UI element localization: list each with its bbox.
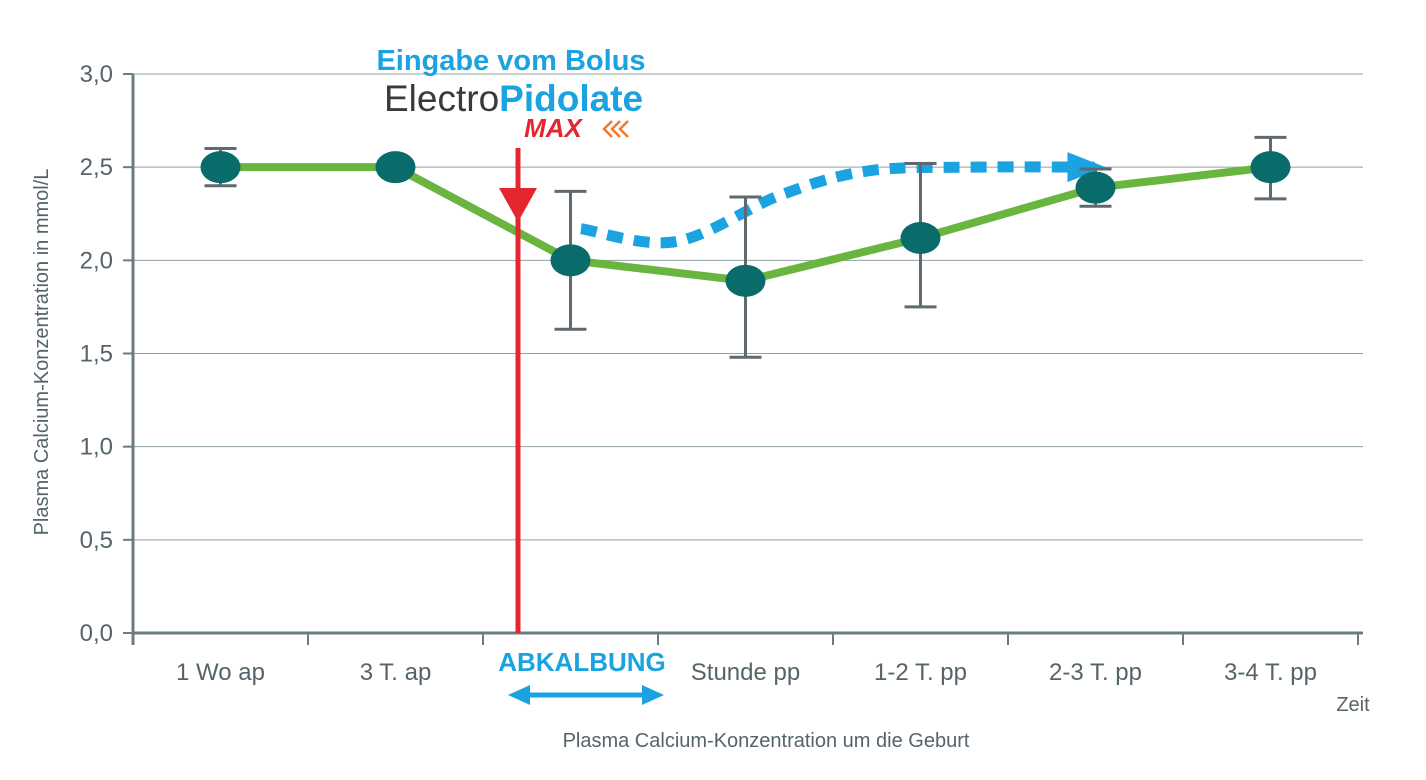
- data-point: [200, 151, 241, 184]
- data-point: [550, 244, 591, 277]
- y-tick-label: 1,5: [80, 341, 113, 368]
- data-point: [1250, 151, 1291, 184]
- x-tick-label: Stunde pp: [691, 659, 800, 686]
- bolus-title: Eingabe vom Bolus: [376, 45, 645, 77]
- data-point: [725, 264, 766, 297]
- svg-text:ElectroPidolate: ElectroPidolate: [384, 78, 643, 119]
- projection-arrowhead: [1067, 152, 1106, 183]
- y-tick-label: 0,5: [80, 527, 113, 554]
- y-tick-label: 1,0: [80, 434, 113, 461]
- grid-lines: [133, 73, 1363, 541]
- birth-double-arrow-icon: [508, 685, 664, 705]
- brand-logo: ElectroPidolate MAX: [384, 78, 643, 143]
- projection-dotted-line: [580, 161, 1096, 249]
- x-tick-label: 3-4 T. pp: [1224, 659, 1317, 686]
- y-tick-label: 2,0: [80, 247, 113, 274]
- x-tick-label: 3 T. ap: [360, 659, 432, 686]
- bolus-marker: [499, 148, 537, 633]
- data-point: [900, 221, 941, 254]
- brand-part1: Electro: [384, 78, 499, 119]
- brand-chevrons-icon: [602, 120, 629, 138]
- x-axis-label: Plasma Calcium-Konzentration um die Gebu…: [563, 730, 970, 752]
- data-point: [375, 151, 416, 184]
- bolus-arrowhead: [499, 188, 537, 222]
- y-tick-label: 0,0: [80, 620, 113, 647]
- brand-part2: Pidolate: [499, 78, 643, 119]
- y-tick-label: 2,5: [80, 154, 113, 181]
- x-tick-label: 2-3 T. pp: [1049, 659, 1142, 686]
- x-tick-label: 1 Wo ap: [176, 659, 265, 686]
- y-axis-label: Plasma Calcium-Konzentration in mmol/L: [31, 169, 53, 536]
- data-point: [1075, 171, 1116, 204]
- tick-labels: 0,0 0,5 1,0 1,5 2,0 2,5 3,0 1 Wo ap 3 T. ap Stund…: [80, 61, 1317, 686]
- axes: [123, 73, 1363, 645]
- series: [200, 135, 1291, 359]
- x-tick-label: 1-2 T. pp: [874, 659, 967, 686]
- y-tick-label: 3,0: [80, 61, 113, 88]
- brand-max: MAX: [524, 113, 583, 143]
- birth-label: ABKALBUNG: [498, 647, 666, 677]
- x-axis-end-label: Zeit: [1336, 694, 1370, 716]
